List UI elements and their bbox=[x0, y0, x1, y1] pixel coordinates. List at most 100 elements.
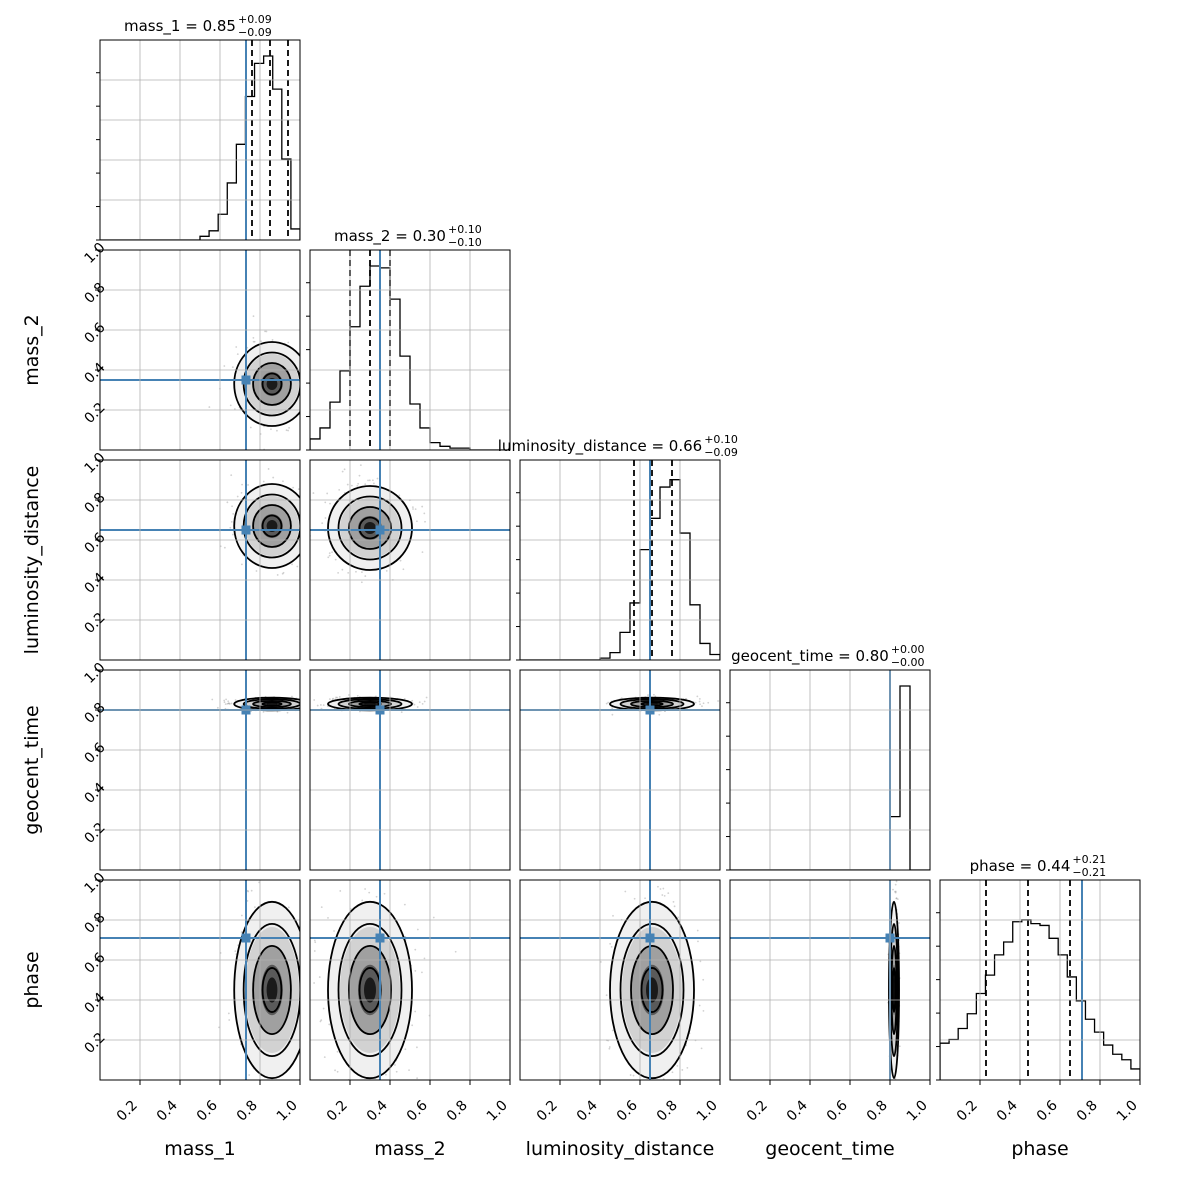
scatter-point bbox=[641, 1093, 643, 1095]
axes-frame bbox=[99, 879, 301, 1081]
title-sup-mass_2: +0.10 bbox=[448, 223, 482, 236]
grid-mass_1-4 bbox=[100, 880, 300, 1080]
scatter-point bbox=[385, 569, 388, 572]
scatter-point bbox=[698, 1004, 701, 1007]
scatter-point bbox=[421, 551, 424, 554]
scatter-point bbox=[316, 986, 318, 988]
scatter-point bbox=[390, 1088, 392, 1090]
scatter-point bbox=[694, 701, 697, 704]
scatter-point bbox=[643, 871, 645, 873]
scatter-point bbox=[301, 351, 303, 353]
density-level-4 bbox=[364, 522, 376, 534]
scatter-point bbox=[226, 501, 229, 504]
scatter-point bbox=[313, 939, 316, 942]
scatter-point bbox=[610, 946, 613, 948]
density-level-4 bbox=[364, 703, 376, 705]
scatter-point bbox=[319, 1020, 322, 1023]
scatter-point bbox=[259, 1093, 261, 1095]
scatter-point bbox=[283, 862, 285, 864]
scatter-point bbox=[308, 532, 310, 534]
scatter-point bbox=[676, 1064, 679, 1067]
scatter-point bbox=[313, 534, 315, 536]
contour-1 bbox=[348, 506, 392, 550]
scatter-point bbox=[357, 482, 360, 485]
scatter-point bbox=[361, 899, 364, 902]
scatter-point bbox=[334, 558, 337, 561]
scatter-point bbox=[303, 400, 305, 402]
scatter-point bbox=[895, 897, 898, 900]
scatter-point bbox=[282, 858, 284, 860]
grid-mass_2-2 bbox=[310, 460, 510, 660]
scatter-point bbox=[312, 703, 314, 705]
scatter-point bbox=[328, 554, 331, 557]
scatter-point bbox=[891, 1088, 893, 1090]
contour-3 bbox=[609, 900, 695, 1080]
scatter-point bbox=[252, 340, 255, 343]
scatter-point bbox=[334, 1069, 336, 1072]
scatter-point bbox=[316, 704, 319, 707]
scatter-point bbox=[321, 700, 323, 702]
scatter-point bbox=[232, 533, 234, 536]
scatter-point bbox=[305, 705, 307, 707]
axes-frame bbox=[309, 249, 511, 451]
scatter-point bbox=[227, 1012, 230, 1015]
truth-marker bbox=[375, 525, 385, 535]
scatter-point bbox=[307, 707, 309, 709]
grid-mass_2-4 bbox=[310, 880, 510, 1080]
scatter-point bbox=[609, 942, 612, 945]
scatter-point bbox=[421, 505, 424, 508]
scatter-point bbox=[416, 520, 418, 523]
axes-frame bbox=[729, 879, 931, 1081]
scatter-point bbox=[367, 479, 369, 482]
scatter-point bbox=[301, 412, 303, 414]
scatter-point bbox=[304, 516, 306, 518]
scatter-point bbox=[326, 492, 329, 495]
scatter-point bbox=[318, 702, 320, 704]
scatter-point bbox=[400, 711, 403, 714]
x-tick-label-geocent_time: 1.0 bbox=[904, 1098, 931, 1125]
truth-marker bbox=[645, 933, 655, 943]
scatter-point bbox=[686, 1066, 689, 1069]
scatter-point bbox=[707, 701, 710, 704]
scatter-point bbox=[424, 520, 426, 523]
contour-0 bbox=[640, 967, 664, 1013]
scatter-point bbox=[350, 484, 353, 487]
scatter-point bbox=[225, 698, 227, 701]
y-tick-label-phase: 1.0 bbox=[82, 870, 109, 897]
scatter-point bbox=[673, 905, 676, 908]
scatter-point bbox=[263, 1093, 265, 1095]
x-axis-label-mass_1: mass_1 bbox=[164, 1138, 236, 1160]
title-mass_1: mass_1 = 0.85 bbox=[124, 17, 236, 36]
scatter-point bbox=[303, 702, 305, 704]
scatter-point bbox=[892, 888, 894, 891]
scatter-point bbox=[356, 694, 359, 697]
scatter-point bbox=[232, 512, 235, 515]
scatter-point bbox=[227, 700, 230, 703]
scatter-point bbox=[258, 881, 261, 884]
scatter-point bbox=[414, 1010, 417, 1013]
scatter-point bbox=[305, 379, 307, 381]
y-axis-label-luminosity_distance: luminosity_distance bbox=[21, 466, 43, 655]
histogram-step-mass_1 bbox=[100, 55, 300, 240]
scatter-point bbox=[304, 707, 306, 709]
y-tick-label-mass_2: 0.6 bbox=[82, 320, 109, 347]
scatter-point bbox=[629, 1074, 632, 1076]
scatter-point bbox=[301, 504, 303, 506]
contour-1 bbox=[348, 699, 392, 709]
scatter-point bbox=[305, 698, 307, 700]
scatter-point bbox=[662, 887, 665, 890]
scatter-point bbox=[358, 474, 361, 477]
y-tick-label-phase: 0.8 bbox=[82, 910, 109, 937]
scatter-point bbox=[677, 916, 680, 919]
histogram-step-luminosity_distance bbox=[520, 479, 720, 660]
x-tick-label-mass_2: 1.0 bbox=[484, 1098, 511, 1125]
y-tick-label-geocent_time: 0.8 bbox=[82, 700, 109, 727]
scatter-point bbox=[620, 697, 623, 700]
scatter-point bbox=[418, 701, 421, 704]
scatter-point bbox=[282, 480, 284, 483]
x-tick-label-luminosity_distance: 0.4 bbox=[574, 1097, 601, 1124]
y-tick-label-phase: 0.2 bbox=[82, 1030, 109, 1057]
scatter-point bbox=[282, 571, 285, 574]
scatter-point bbox=[218, 1026, 220, 1029]
